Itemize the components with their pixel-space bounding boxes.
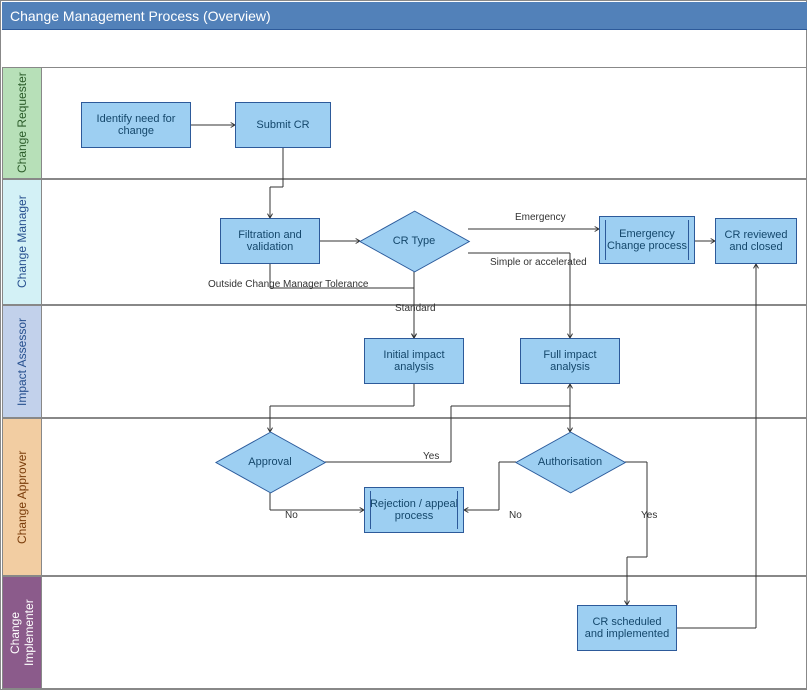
node-filter: Filtration and validation xyxy=(220,218,320,264)
edge-label: Outside Change Manager Tolerance xyxy=(208,279,368,290)
edge-label: No xyxy=(509,510,522,521)
edge-label: Simple or accelerated xyxy=(490,257,587,268)
node-rejection: Rejection / appeal process xyxy=(364,487,464,533)
edge-label: Yes xyxy=(641,510,657,521)
node-emergency: Emergency Change process xyxy=(599,216,695,264)
node-identify: Identify need for change xyxy=(81,102,191,148)
edge-label: Emergency xyxy=(515,212,566,223)
lane-label-assessor: Impact Assessor xyxy=(2,305,42,418)
lane-body-implementer xyxy=(42,576,807,689)
node-closed: CR reviewed and closed xyxy=(715,218,797,264)
lane-label-approver: Change Approver xyxy=(2,418,42,576)
title-bar: Change Management Process (Overview) xyxy=(2,2,807,30)
node-initial: Initial impact analysis xyxy=(364,338,464,384)
node-scheduled: CR scheduled and implemented xyxy=(577,605,677,651)
diagram-title: Change Management Process (Overview) xyxy=(10,8,271,24)
edge-label: No xyxy=(285,510,298,521)
swimlane-diagram: Change Management Process (Overview) Cha… xyxy=(0,0,807,690)
node-submit: Submit CR xyxy=(235,102,331,148)
node-full: Full impact analysis xyxy=(520,338,620,384)
edge-label: Standard xyxy=(395,303,436,314)
lane-label-implementer: Change Implementer xyxy=(2,576,42,689)
lane-label-requester: Change Requester xyxy=(2,67,42,179)
lane-label-manager: Change Manager xyxy=(2,179,42,305)
edge-label: Yes xyxy=(423,451,439,462)
